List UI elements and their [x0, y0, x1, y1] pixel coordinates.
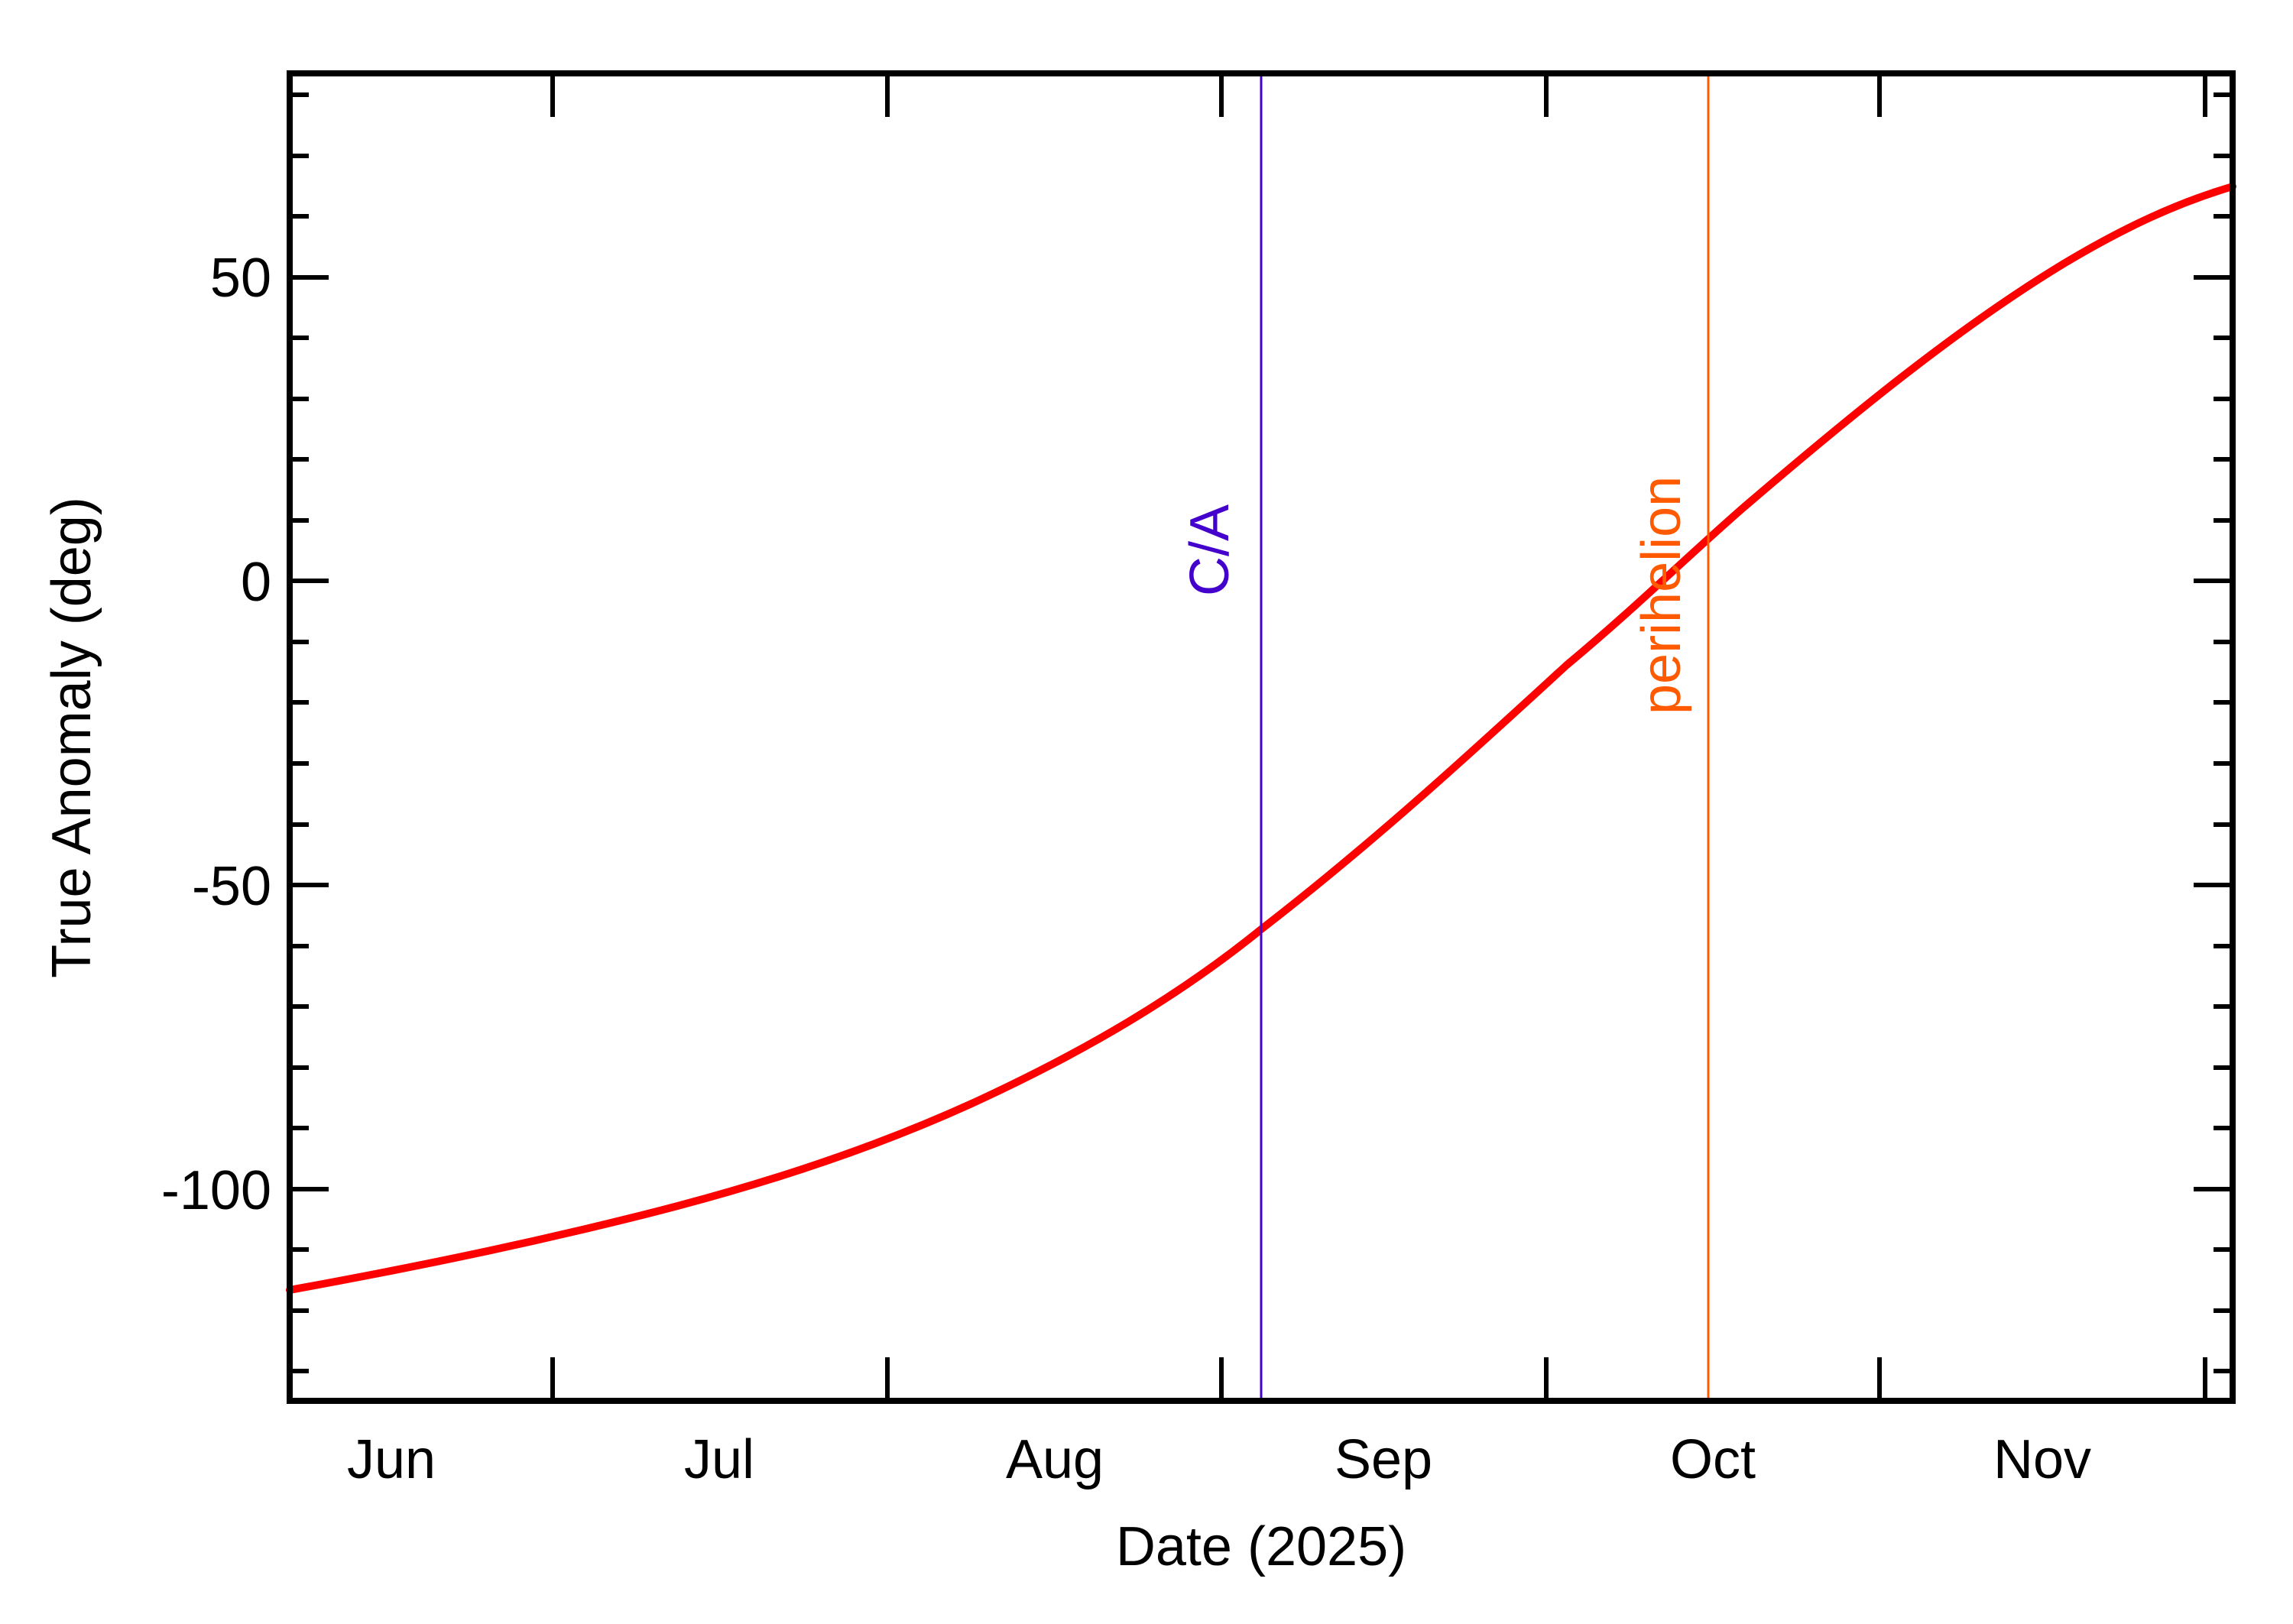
x-tick-label: Jul	[684, 1429, 754, 1490]
y-minor-ticks	[290, 92, 2233, 1373]
closest-approach-label: C/A	[1179, 504, 1241, 596]
y-tick-label: -100	[161, 1160, 271, 1221]
y-axis-title: True Anomaly (deg)	[41, 497, 102, 978]
plot-frame	[287, 70, 2236, 1404]
y-tick-label: 0	[241, 552, 271, 613]
x-month-ticks	[550, 73, 2207, 1401]
y-tick-label: -50	[192, 856, 271, 917]
x-axis-title: Date (2025)	[1116, 1516, 1406, 1577]
y-major-ticks	[290, 275, 2233, 1191]
x-tick-label: Oct	[1670, 1429, 1756, 1490]
perihelion-label: perihelion	[1631, 476, 1692, 715]
true-anomaly-curve	[286, 183, 2236, 1294]
x-tick-label: Aug	[1006, 1429, 1104, 1490]
x-tick-label: Sep	[1335, 1429, 1432, 1490]
x-tick-label: Jun	[347, 1429, 436, 1490]
x-tick-label: Nov	[1993, 1429, 2091, 1490]
y-tick-label: 50	[210, 248, 271, 309]
